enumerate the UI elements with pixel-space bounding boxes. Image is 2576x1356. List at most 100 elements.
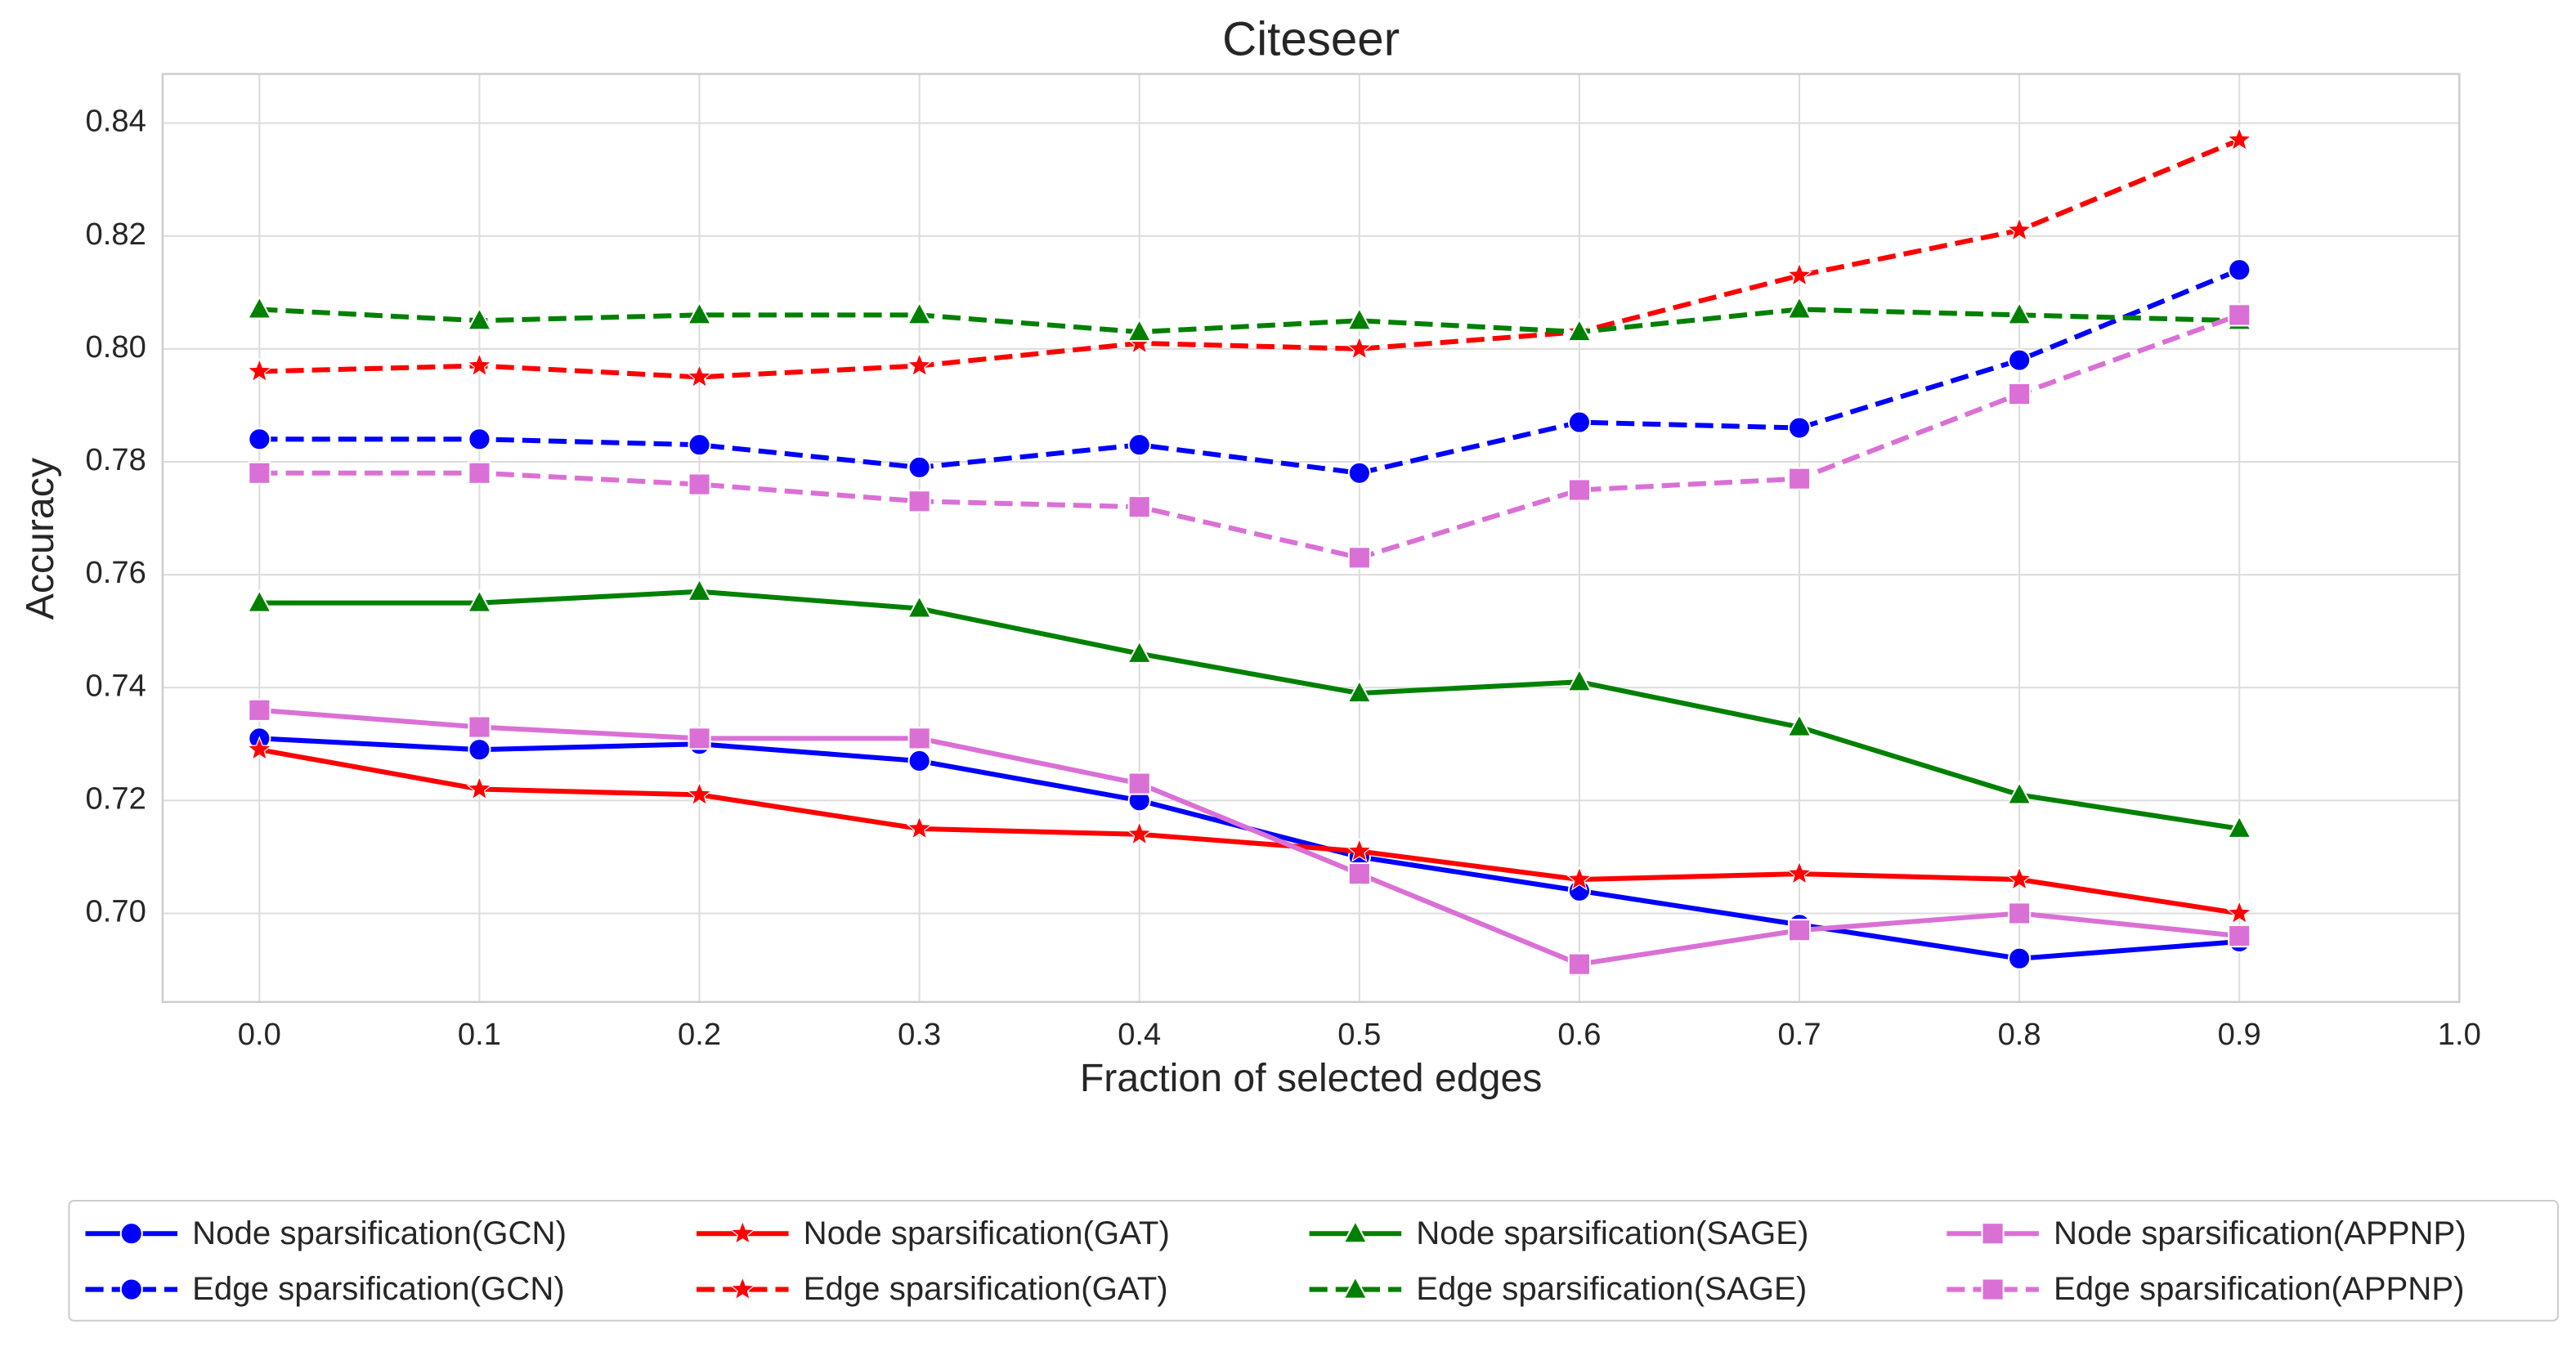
x-tick-label: 0.9 xyxy=(2218,1017,2261,1052)
marker xyxy=(688,433,711,457)
y-tick-label: 0.72 xyxy=(86,781,146,816)
marker xyxy=(466,351,493,378)
x-tick-label: 0.2 xyxy=(678,1017,721,1052)
x-tick-label: 0.0 xyxy=(238,1017,281,1052)
marker xyxy=(2008,902,2032,925)
series-line xyxy=(259,307,2240,335)
x-tick-label: 0.6 xyxy=(1557,1017,1601,1052)
marker xyxy=(1566,866,1593,891)
marker xyxy=(1126,639,1153,664)
marker xyxy=(1567,478,1591,502)
marker xyxy=(1981,1278,2005,1301)
marker xyxy=(2226,814,2252,839)
marker xyxy=(906,301,933,325)
marker xyxy=(1786,713,1812,737)
marker xyxy=(1786,262,1812,287)
legend: Node sparsification(GCN) Edge sparsificat… xyxy=(68,1200,2559,1322)
series-line xyxy=(259,312,2241,561)
marker xyxy=(686,301,713,325)
marker xyxy=(1342,1275,1369,1300)
marker xyxy=(1346,335,1373,360)
marker xyxy=(1127,495,1151,519)
series-line xyxy=(259,137,2241,380)
marker xyxy=(2226,899,2253,925)
marker xyxy=(1346,307,1373,331)
marker xyxy=(1786,860,1812,885)
marker xyxy=(246,588,273,613)
legend-frame xyxy=(68,1200,2559,1322)
marker xyxy=(686,577,713,602)
marker xyxy=(2008,348,2032,372)
chart-title: Citeseer xyxy=(1222,13,1400,66)
marker xyxy=(2228,258,2251,282)
marker xyxy=(686,363,713,388)
marker xyxy=(1342,1220,1369,1244)
marker xyxy=(1347,862,1371,886)
legend-label: Node sparsification(SAGE) xyxy=(1416,1215,1808,1251)
marker xyxy=(466,588,493,613)
marker xyxy=(1126,821,1153,846)
y-tick-label: 0.70 xyxy=(86,894,146,929)
marker xyxy=(2006,301,2032,325)
plot-frame xyxy=(161,73,2461,1004)
marker xyxy=(688,472,711,496)
marker xyxy=(2226,126,2253,151)
marker xyxy=(119,1278,143,1301)
marker xyxy=(2008,947,2032,970)
marker xyxy=(1567,410,1591,434)
legend-label: Edge sparsification(GAT) xyxy=(804,1270,1168,1307)
marker xyxy=(906,351,933,378)
marker xyxy=(907,727,931,750)
marker xyxy=(686,781,713,806)
marker xyxy=(246,736,273,761)
marker xyxy=(907,490,931,513)
x-tick-label: 0.1 xyxy=(458,1017,501,1052)
marker xyxy=(1346,678,1373,704)
marker xyxy=(468,427,491,451)
marker xyxy=(688,727,711,750)
marker xyxy=(1787,416,1812,440)
marker xyxy=(248,461,271,485)
x-tick-label: 0.3 xyxy=(898,1017,941,1052)
legend-label: Node sparsification(GCN) xyxy=(192,1215,567,1251)
marker xyxy=(2228,303,2251,327)
series-line xyxy=(259,588,2240,831)
marker xyxy=(248,427,271,451)
marker xyxy=(2228,924,2251,948)
x-tick-label: 0.8 xyxy=(1998,1017,2041,1052)
marker xyxy=(2006,217,2033,242)
marker xyxy=(906,594,933,619)
marker xyxy=(1981,1222,2005,1246)
x-tick-label: 0.4 xyxy=(1118,1017,1161,1052)
x-axis-label: Fraction of selected edges xyxy=(1080,1056,1543,1100)
marker xyxy=(1787,919,1812,942)
series-line xyxy=(259,267,2241,476)
marker xyxy=(1567,952,1591,976)
series-line xyxy=(259,707,2240,967)
legend-label: Edge sparsification(SAGE) xyxy=(1416,1270,1807,1307)
legend-label: Node sparsification(GAT) xyxy=(804,1215,1170,1251)
marker xyxy=(246,357,273,383)
legend-label: Edge sparsification(APPNP) xyxy=(2054,1270,2465,1307)
y-tick-label: 0.74 xyxy=(86,668,146,703)
marker xyxy=(2008,383,2032,406)
marker xyxy=(1566,317,1593,342)
marker xyxy=(2006,866,2033,891)
marker xyxy=(468,715,491,739)
marker xyxy=(1566,668,1593,692)
x-tick-label: 0.5 xyxy=(1337,1017,1381,1052)
marker xyxy=(1347,546,1371,570)
legend-label: Edge sparsification(GCN) xyxy=(192,1270,565,1307)
y-tick-label: 0.82 xyxy=(86,217,146,252)
marker xyxy=(729,1275,756,1301)
y-tick-label: 0.84 xyxy=(86,104,146,139)
marker xyxy=(119,1222,143,1246)
marker xyxy=(729,1220,756,1245)
marker xyxy=(2006,781,2032,805)
marker xyxy=(1127,772,1151,795)
y-tick-label: 0.76 xyxy=(86,555,146,590)
marker xyxy=(906,815,933,840)
marker xyxy=(466,307,493,331)
